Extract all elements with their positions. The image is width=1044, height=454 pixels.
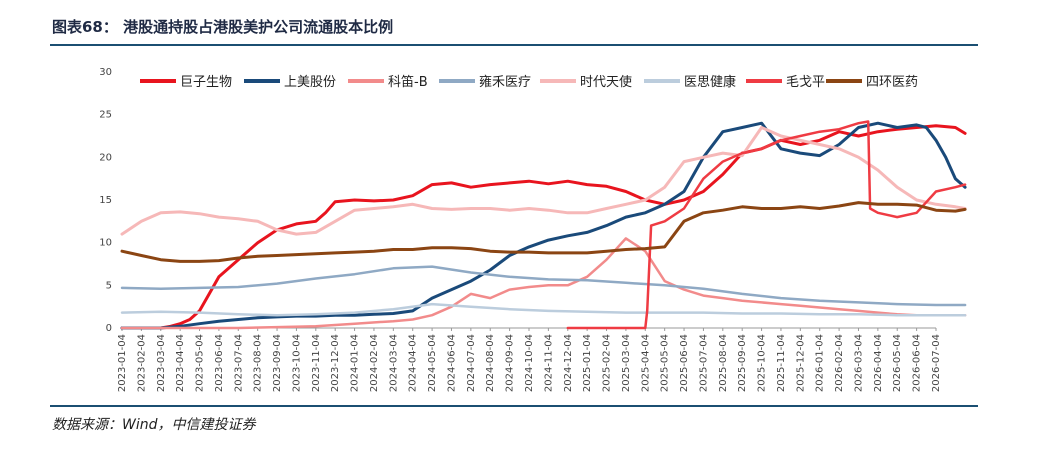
legend-label: 医思健康: [684, 74, 736, 90]
legend-label: 巨子生物: [180, 75, 232, 90]
x-tick-label: 2025-10-04: [757, 334, 768, 392]
series-line-2: [120, 121, 967, 330]
x-tick-label: 2023-06-04: [214, 334, 225, 392]
series-line-7: [566, 120, 967, 330]
legend-label: 毛戈平: [786, 75, 825, 90]
x-tick-label: 2023-09-04: [272, 334, 283, 392]
x-tick-label: 2023-03-04: [156, 334, 167, 392]
series-line-6: [120, 302, 967, 317]
series-line-8: [120, 201, 967, 263]
legend-label: 时代天使: [580, 74, 632, 90]
series-line-4: [120, 265, 967, 307]
x-tick-label: 2026-03-04: [853, 334, 864, 392]
series-line-1: [120, 124, 967, 330]
x-tick-label: 2026-02-04: [834, 334, 845, 392]
x-tick-label: 2023-04-04: [175, 334, 186, 392]
x-tick-label: 2025-04-04: [640, 334, 651, 392]
legend-label: 雍禾医疗: [479, 74, 531, 90]
y-tick-label: 0: [106, 323, 112, 334]
x-tick-label: 2024-07-04: [466, 334, 477, 392]
legend: 巨子生物 上美股份 科笛-B 雍禾医疗 时代天使 医思健康 毛戈平 四环医药: [140, 74, 918, 90]
x-tick-label: 2024-12-04: [563, 334, 574, 392]
x-tick-label: 2026-06-04: [912, 334, 923, 392]
data-source: 数据来源：Wind，中信建投证券: [52, 417, 256, 433]
x-tick-label: 2023-12-04: [330, 334, 341, 392]
x-tick-label: 2025-12-04: [795, 334, 806, 392]
x-tick-label: 2023-02-04: [136, 334, 147, 392]
x-tick-label: 2026-07-04: [931, 334, 942, 392]
x-tick-label: 2024-04-04: [408, 334, 419, 392]
x-tick-label: 2024-03-04: [388, 334, 399, 392]
x-tick-label: 2025-07-04: [698, 334, 709, 392]
chart-title: 图表68： 港股通持股占港股美护公司流通股本比例: [52, 18, 394, 36]
x-tick-label: 2023-05-04: [195, 334, 206, 392]
x-tick-label: 2024-08-04: [485, 334, 496, 392]
x-tick-label: 2025-09-04: [737, 334, 748, 392]
x-tick-label: 2023-07-04: [233, 334, 244, 392]
y-tick-label: 25: [99, 110, 112, 121]
x-tick-label: 2024-05-04: [427, 334, 438, 392]
x-tick-label: 2025-11-04: [776, 334, 787, 392]
y-tick-label: 5: [106, 280, 112, 291]
legend-label: 四环医药: [866, 75, 918, 90]
x-tick-label: 2024-10-04: [524, 334, 535, 392]
series-line-3: [120, 237, 967, 330]
legend-label: 科笛-B: [388, 74, 428, 90]
x-tick-label: 2023-08-04: [253, 334, 264, 392]
y-tick-label: 10: [99, 238, 112, 249]
x-tick-label: 2025-08-04: [718, 334, 729, 392]
x-tick-label: 2024-11-04: [543, 334, 554, 392]
legend-label: 上美股份: [284, 75, 336, 90]
y-tick-label: 30: [99, 67, 112, 78]
axes: 0 5 10 15 20 25 30 2023-01-04 2023-02-04 2023-03-…: [99, 67, 942, 392]
x-tick-label: 2023-01-04: [117, 334, 128, 392]
x-tick-label: 2024-01-04: [350, 334, 361, 392]
x-tick-label: 2026-01-04: [815, 334, 826, 392]
x-tick-label: 2026-04-04: [873, 334, 884, 392]
bottom-divider: [50, 405, 978, 407]
series-lines: [120, 120, 967, 330]
x-tick-label: 2025-05-04: [660, 334, 671, 392]
x-tick-label: 2023-11-04: [311, 334, 322, 392]
x-tick-label: 2026-05-04: [892, 334, 903, 392]
x-tick-label: 2024-09-04: [505, 334, 516, 392]
series-line-5: [120, 126, 967, 236]
x-tick-label: 2024-06-04: [446, 334, 457, 392]
x-tick-label: 2025-02-04: [602, 334, 613, 392]
top-divider: [50, 44, 978, 46]
y-tick-label: 20: [99, 152, 112, 163]
y-tick-label: 15: [99, 195, 112, 206]
x-tick-label: 2024-02-04: [369, 334, 380, 392]
x-tick-label: 2023-10-04: [291, 334, 302, 392]
x-tick-label: 2025-03-04: [621, 334, 632, 392]
x-tick-label: 2025-01-04: [582, 334, 593, 392]
x-tick-label: 2025-06-04: [679, 334, 690, 392]
